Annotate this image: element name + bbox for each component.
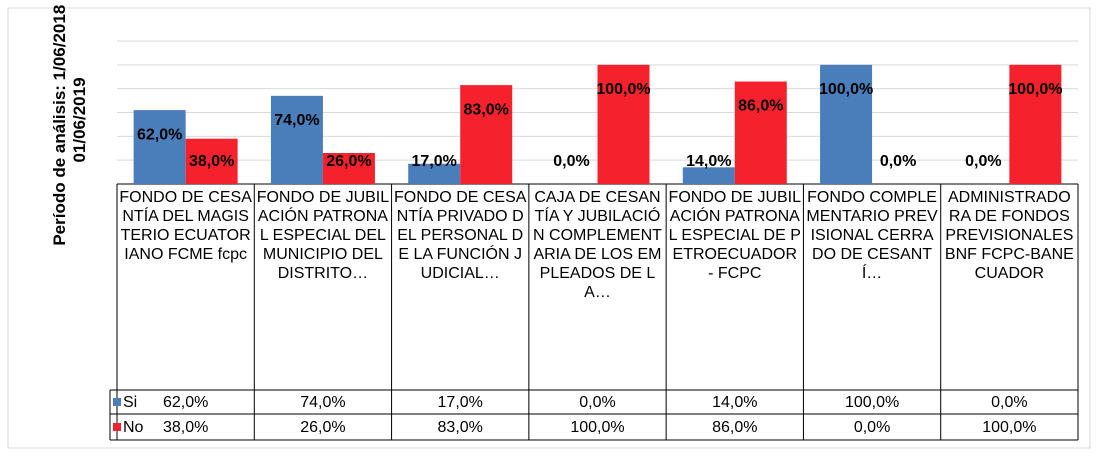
- table-value: 38,0%: [163, 419, 208, 436]
- legend-swatch: [113, 423, 121, 431]
- table-value: 100,0%: [570, 419, 624, 436]
- bar: [597, 64, 650, 184]
- bar: [322, 153, 375, 184]
- data-label: 0,0%: [965, 153, 1001, 170]
- category-cell: ADMINISTRADORA DE FONDOS PREVISIONALES B…: [944, 189, 1074, 282]
- bar: [460, 85, 513, 184]
- x-tick-label: FONDO DE JUBILACIÓN PATRONAL ESPECIAL DE…: [256, 189, 390, 282]
- data-label: 62,0%: [137, 126, 182, 143]
- data-label: 86,0%: [738, 98, 783, 115]
- table-value: 0,0%: [991, 394, 1027, 411]
- category-cell: CAJA DE CESANTÍA Y JUBILACIÓN COMPLEMENT…: [533, 189, 662, 301]
- table-value: 83,0%: [438, 419, 483, 436]
- x-tick-label: FONDO COMPLEMENTARIO PREVISIONAL CERRADO…: [806, 189, 938, 282]
- table-value: 14,0%: [712, 394, 757, 411]
- x-tick-label: CAJA DE CESANTÍA Y JUBILACIÓN COMPLEMENT…: [533, 189, 662, 301]
- data-label: 100,0%: [1008, 81, 1062, 98]
- y-axis-title-box: Período de análisis: 1/06/2018 - 01/06/2…: [50, 0, 89, 246]
- table-value: 26,0%: [300, 419, 345, 436]
- y-axis-title: Período de análisis: 1/06/2018 - 01/06/2…: [50, 0, 89, 246]
- table-value: 0,0%: [854, 419, 890, 436]
- data-label: 100,0%: [596, 81, 650, 98]
- bar: [408, 163, 461, 184]
- bar: [1009, 64, 1062, 184]
- legend-label: Si: [123, 394, 137, 411]
- table-value: 100,0%: [982, 419, 1036, 436]
- data-label: 100,0%: [819, 81, 873, 98]
- bar: [270, 95, 323, 184]
- category-cell: FONDO DE CESANTÍA PRIVADO DEL PERSONAL D…: [393, 189, 527, 282]
- category-cell: FONDO COMPLEMENTARIO PREVISIONAL CERRADO…: [806, 189, 938, 282]
- x-tick-label: FONDO DE JUBILACIÓN PATRONAL ESPECIAL DE…: [668, 189, 802, 282]
- legend-swatch: [113, 398, 121, 406]
- data-label: 38,0%: [189, 153, 234, 170]
- data-label: 26,0%: [326, 153, 371, 170]
- data-label: 0,0%: [553, 153, 589, 170]
- table-value: 62,0%: [163, 394, 208, 411]
- category-cell: FONDO DE JUBILACIÓN PATRONAL ESPECIAL DE…: [256, 189, 390, 282]
- bar: [820, 64, 873, 184]
- x-tick-label: FONDO DE CESANTÍA DEL MAGISTERIO ECUATOR…: [119, 189, 252, 263]
- table-value: 100,0%: [845, 394, 899, 411]
- legend-label: No: [123, 419, 144, 436]
- data-label: 17,0%: [412, 153, 457, 170]
- category-cell: FONDO DE JUBILACIÓN PATRONAL ESPECIAL DE…: [668, 189, 802, 282]
- data-label: 0,0%: [880, 153, 916, 170]
- table-value: 17,0%: [438, 394, 483, 411]
- data-label: 74,0%: [274, 112, 319, 129]
- table-value: 0,0%: [579, 394, 615, 411]
- x-tick-label: ADMINISTRADORA DE FONDOS PREVISIONALES B…: [944, 189, 1074, 282]
- x-tick-label: FONDO DE CESANTÍA PRIVADO DEL PERSONAL D…: [393, 189, 527, 282]
- category-cell: FONDO DE CESANTÍA DEL MAGISTERIO ECUATOR…: [119, 189, 252, 263]
- data-label: 83,0%: [464, 101, 509, 118]
- table-value: 86,0%: [712, 419, 757, 436]
- bar: [185, 138, 238, 184]
- bar: [734, 81, 787, 184]
- bar: [133, 110, 186, 184]
- data-label: 14,0%: [686, 153, 731, 170]
- bar: [682, 167, 735, 184]
- chart-border: [7, 7, 1091, 449]
- table-value: 74,0%: [300, 394, 345, 411]
